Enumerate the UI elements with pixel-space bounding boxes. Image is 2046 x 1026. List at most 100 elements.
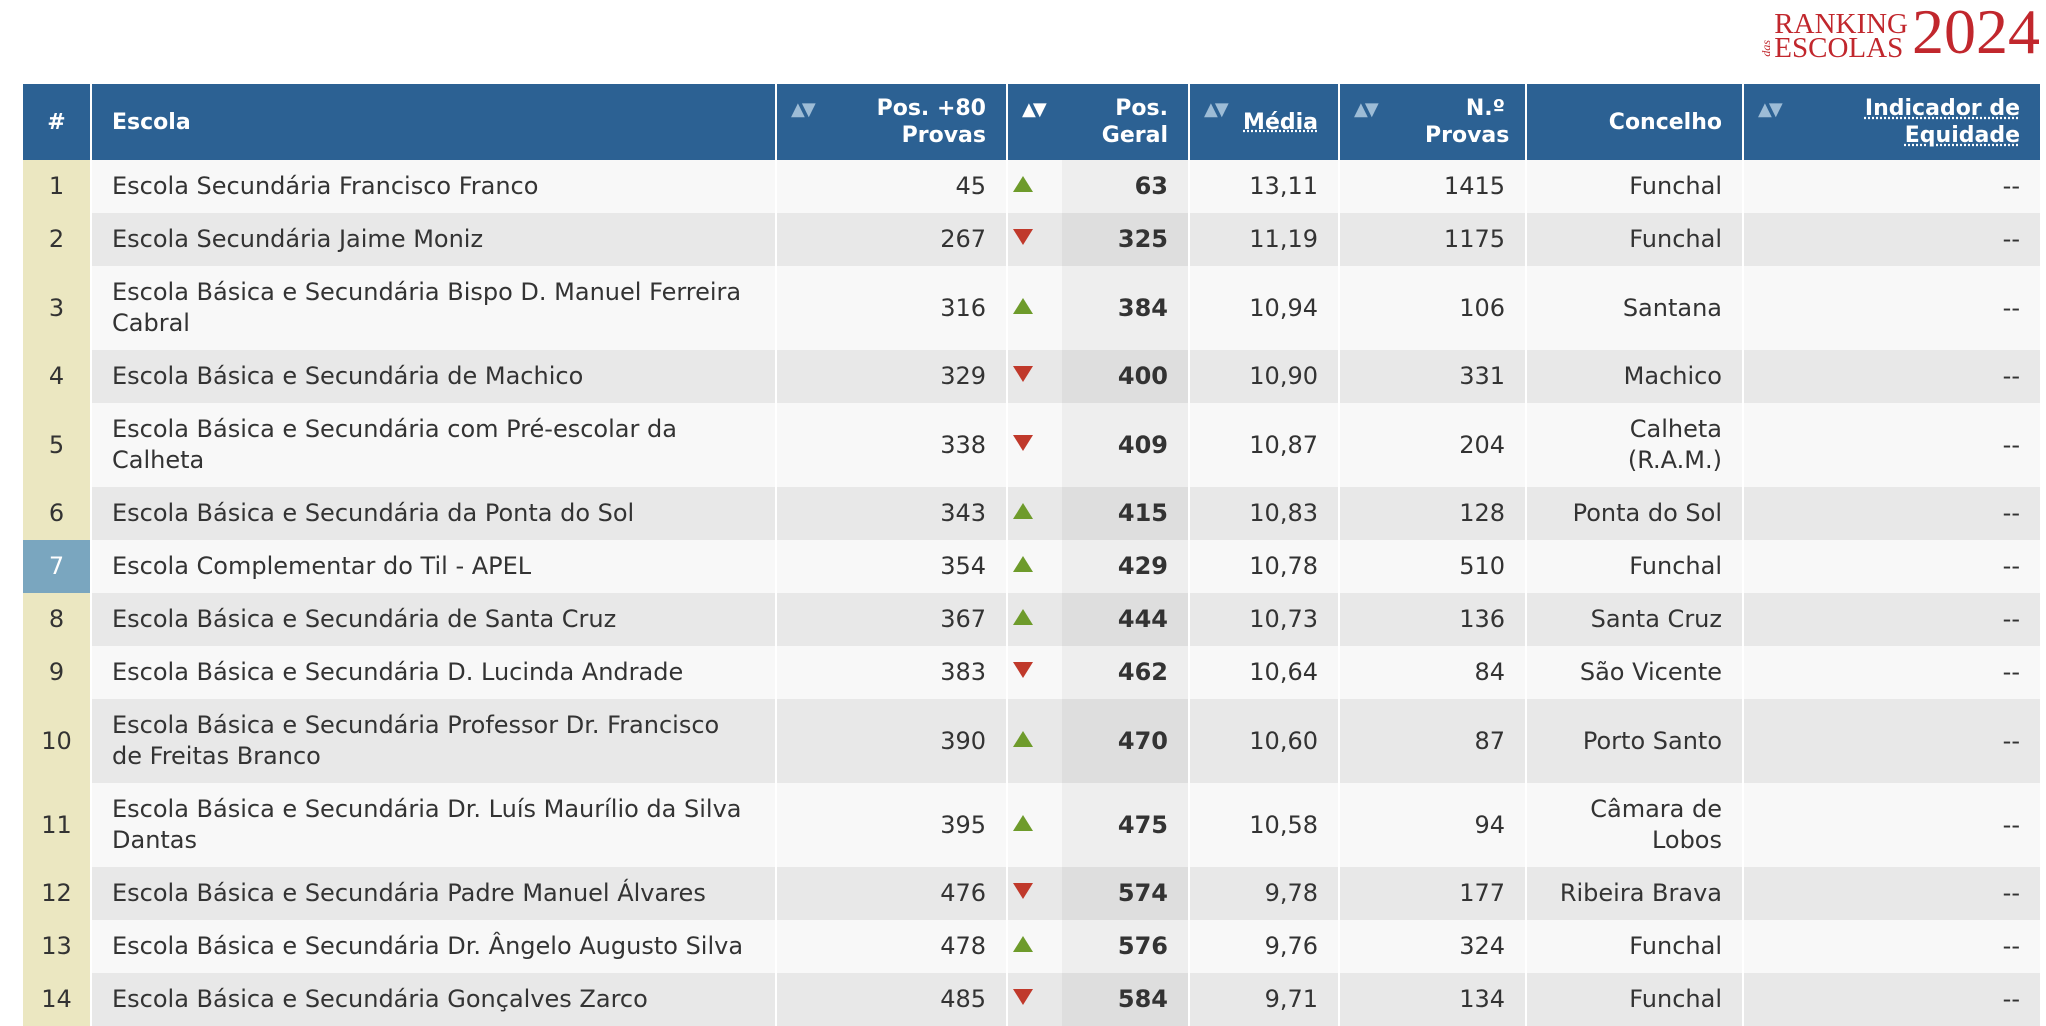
school-cell: Escola Básica e Secundária Dr. Luís Maur… <box>91 783 777 867</box>
trend-cell <box>1007 973 1062 1026</box>
column-header[interactable]: ▲▼ N.º Provas <box>1339 84 1527 160</box>
trend-icon <box>1013 176 1033 192</box>
trend-arrow <box>1013 503 1033 519</box>
column-header: # <box>23 84 92 160</box>
equidade-cell: -- <box>1743 646 2042 699</box>
trend-arrow <box>1013 609 1033 625</box>
pos80-cell: 476 <box>776 867 1008 920</box>
pos-geral-cell: 63 <box>1062 160 1190 213</box>
rank-cell: 12 <box>23 867 92 920</box>
logo-year: 2024 <box>1912 0 2040 67</box>
sort-icon[interactable]: ▲▼ <box>1022 99 1047 120</box>
equidade-cell: -- <box>1743 867 2042 920</box>
trend-cell <box>1007 487 1062 540</box>
column-header[interactable]: ▲▼ Indicador de Equidade <box>1743 84 2042 160</box>
pos80-cell: 390 <box>776 699 1008 783</box>
pos-geral-cell: 462 <box>1062 646 1190 699</box>
media-cell: 13,11 <box>1189 160 1340 213</box>
table-row: 11 Escola Básica e Secundária Dr. Luís Ma… <box>23 783 2042 867</box>
concelho-cell: Câmara de Lobos <box>1526 783 1744 867</box>
page: RANKING das ESCOLAS 2024 # Escola ▲▼ Pos. +… <box>23 0 2042 1026</box>
equidade-cell: -- <box>1743 920 2042 973</box>
rank-cell: 13 <box>23 920 92 973</box>
rank-cell: 14 <box>23 973 92 1026</box>
pos80-cell: 478 <box>776 920 1008 973</box>
table-row: 6 Escola Básica e Secundária da Ponta do … <box>23 487 2042 540</box>
pos80-cell: 329 <box>776 350 1008 403</box>
school-cell: Escola Básica e Secundária de Santa Cruz <box>91 593 777 646</box>
equidade-cell: -- <box>1743 540 2042 593</box>
logo-words: RANKING das ESCOLAS <box>1759 8 1908 64</box>
trend-arrow <box>1013 556 1033 572</box>
rank-cell: 4 <box>23 350 92 403</box>
school-cell: Escola Básica e Secundária da Ponta do S… <box>91 487 777 540</box>
equidade-cell: -- <box>1743 350 2042 403</box>
trend-icon <box>1013 730 1033 747</box>
trend-arrow <box>1013 229 1033 245</box>
logo-escolas: ESCOLAS <box>1774 32 1904 64</box>
logo-ranking: RANKING <box>1774 8 1908 40</box>
provas-cell: 1175 <box>1339 213 1527 266</box>
pos-geral-cell: 470 <box>1062 699 1190 783</box>
trend-arrow <box>1013 434 1033 451</box>
pos80-cell: 316 <box>776 266 1008 350</box>
concelho-cell: Ribeira Brava <box>1526 867 1744 920</box>
concelho-cell: Funchal <box>1526 920 1744 973</box>
column-header: Concelho <box>1526 84 1744 160</box>
school-cell: Escola Básica e Secundária Gonçalves Zar… <box>91 973 777 1026</box>
sort-icon[interactable]: ▲▼ <box>1758 99 1783 120</box>
pos80-cell: 395 <box>776 783 1008 867</box>
header-label: Média <box>1243 109 1318 135</box>
trend-cell <box>1007 646 1062 699</box>
school-cell: Escola Básica e Secundária com Pré-escol… <box>91 403 777 487</box>
column-header[interactable]: ▲▼ Média <box>1189 84 1340 160</box>
sort-icon[interactable]: ▲▼ <box>791 99 816 120</box>
trend-cell <box>1007 540 1062 593</box>
sort-icon[interactable]: ▲▼ <box>1204 99 1229 120</box>
pos80-cell: 367 <box>776 593 1008 646</box>
pos-geral-cell: 409 <box>1062 403 1190 487</box>
pos80-cell: 45 <box>776 160 1008 213</box>
rank-cell: 8 <box>23 593 92 646</box>
concelho-cell: Funchal <box>1526 540 1744 593</box>
trend-arrow <box>1013 176 1033 192</box>
equidade-cell: -- <box>1743 403 2042 487</box>
media-cell: 9,71 <box>1189 973 1340 1026</box>
concelho-cell: Funchal <box>1526 213 1744 266</box>
concelho-cell: Funchal <box>1526 160 1744 213</box>
pos80-cell: 343 <box>776 487 1008 540</box>
header-label: Concelho <box>1608 109 1722 135</box>
table-row: 12 Escola Básica e Secundária Padre Manue… <box>23 867 2042 920</box>
sort-icon[interactable]: ▲▼ <box>1354 99 1379 120</box>
rank-cell: 3 <box>23 266 92 350</box>
trend-icon <box>1013 936 1033 952</box>
trend-icon <box>1013 609 1033 625</box>
concelho-cell: Funchal <box>1526 973 1744 1026</box>
equidade-cell: -- <box>1743 160 2042 213</box>
equidade-cell: -- <box>1743 973 2042 1026</box>
equidade-cell: -- <box>1743 783 2042 867</box>
trend-arrow <box>1013 883 1033 899</box>
school-cell: Escola Complementar do Til - APEL <box>91 540 777 593</box>
provas-cell: 106 <box>1339 266 1527 350</box>
pos-geral-cell: 429 <box>1062 540 1190 593</box>
table-row: 4 Escola Básica e Secundária de Machico 32… <box>23 350 2042 403</box>
media-cell: 9,78 <box>1189 867 1340 920</box>
provas-cell: 128 <box>1339 487 1527 540</box>
column-header[interactable]: ▲▼ Pos. +80 Provas <box>776 84 1008 160</box>
header-label: Indicador de Equidade <box>1864 96 2020 148</box>
media-cell: 10,64 <box>1189 646 1340 699</box>
header-label: Pos. +80 Provas <box>876 96 986 148</box>
table-row: 9 Escola Básica e Secundária D. Lucinda A… <box>23 646 2042 699</box>
table-row: 14 Escola Básica e Secundária Gonçalves Z… <box>23 973 2042 1026</box>
trend-arrow <box>1013 366 1033 382</box>
column-header[interactable]: ▲▼ Pos. Geral <box>1007 84 1190 160</box>
header-label: # <box>47 109 66 135</box>
header-row: # Escola ▲▼ Pos. +80 Provas ▲▼ Pos. Geral ▲▼ Mé… <box>23 84 2042 160</box>
trend-cell <box>1007 403 1062 487</box>
trend-arrow <box>1013 936 1033 952</box>
pos-geral-cell: 574 <box>1062 867 1190 920</box>
trend-cell <box>1007 920 1062 973</box>
header-label: Escola <box>112 109 191 135</box>
trend-cell <box>1007 593 1062 646</box>
